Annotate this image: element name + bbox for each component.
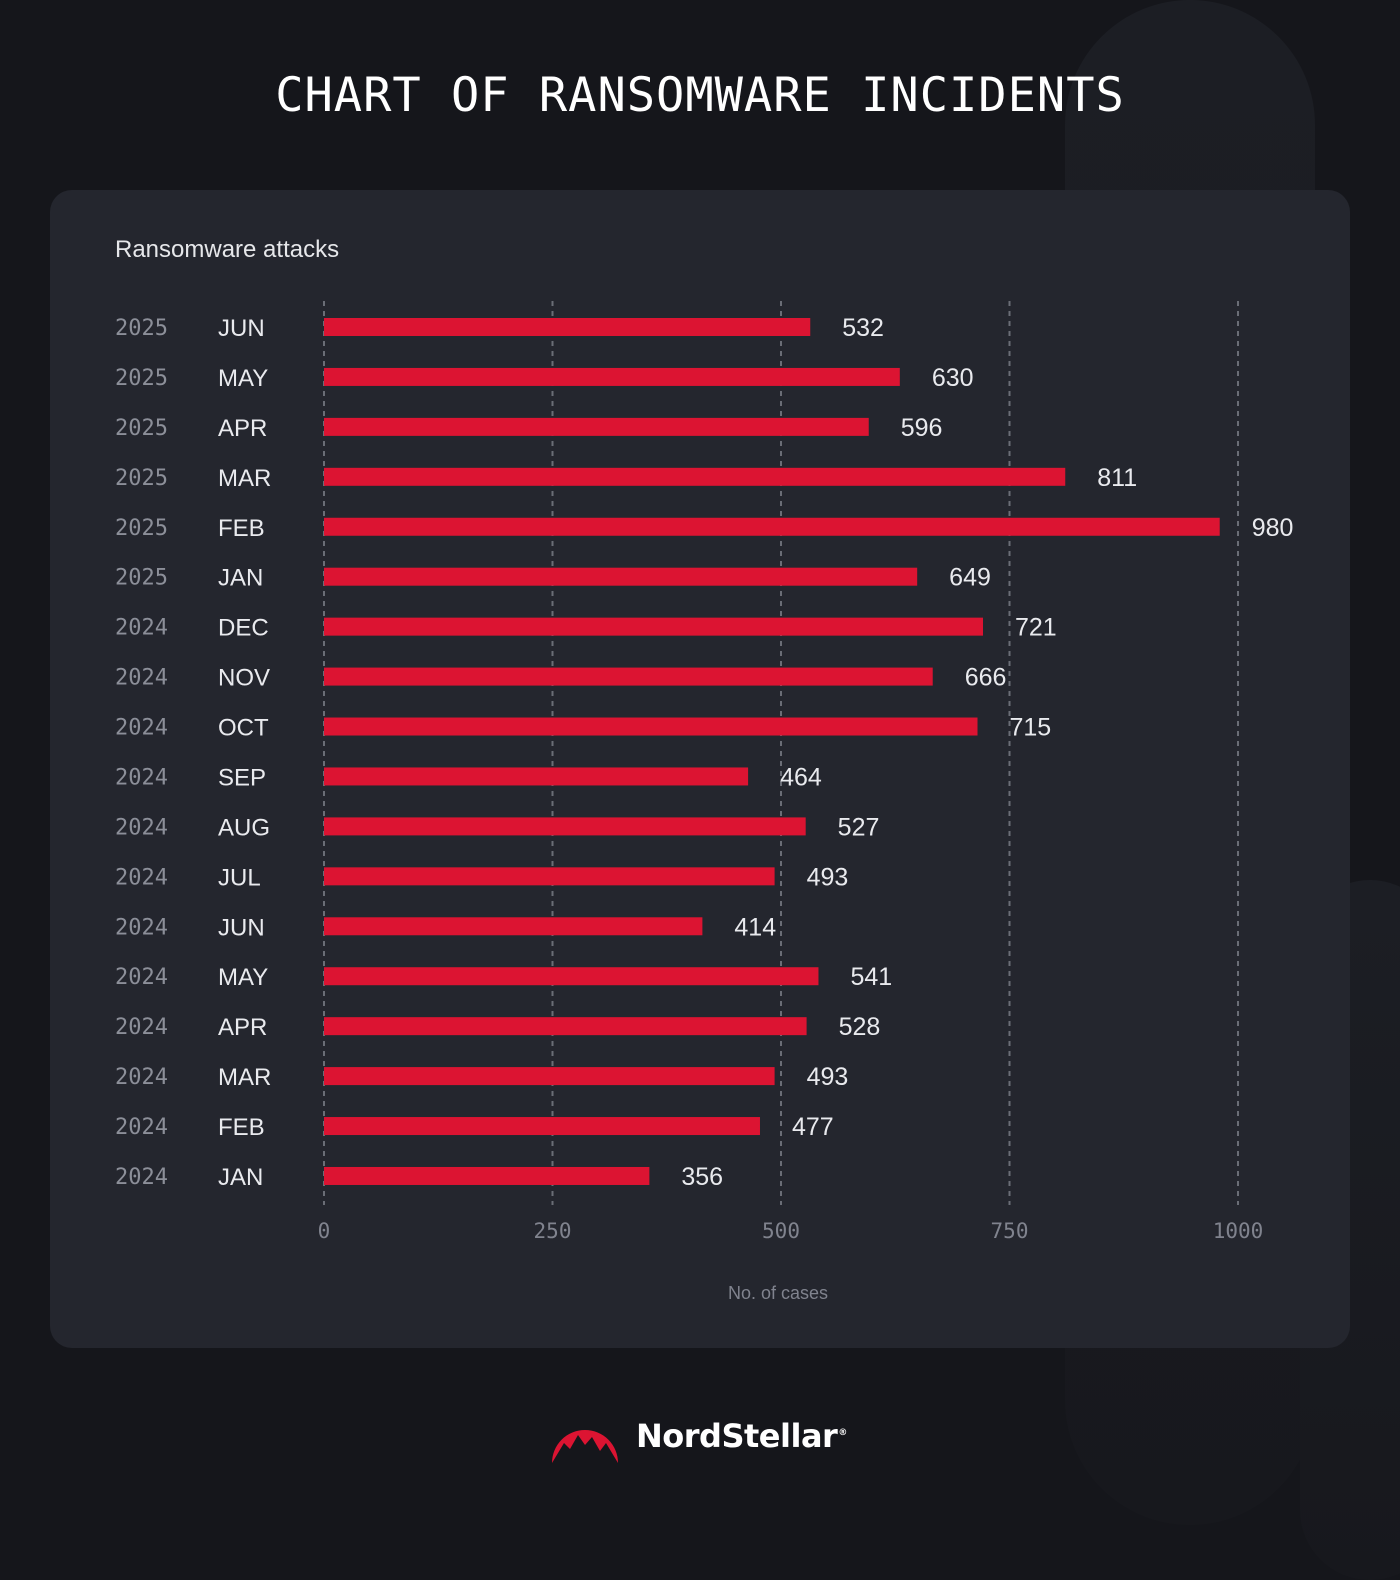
year-label: 2024: [115, 865, 168, 890]
value-label: 356: [681, 1163, 723, 1191]
brand-logo: NordStellar®: [548, 1405, 847, 1467]
month-label: JAN: [218, 565, 263, 592]
year-label: 2024: [115, 815, 168, 840]
value-label: 630: [932, 364, 974, 392]
month-label: DEC: [218, 615, 269, 642]
bar: [324, 417, 869, 436]
bar: [324, 318, 811, 336]
month-label: APR: [218, 1014, 267, 1041]
value-label: 464: [780, 763, 822, 791]
month-label: FEB: [218, 515, 265, 542]
value-label: 527: [838, 813, 880, 841]
value-label: 532: [842, 314, 884, 342]
month-label: JUN: [218, 914, 265, 941]
year-label: 2025: [115, 366, 168, 391]
bar: [324, 1067, 775, 1086]
x-tick-label: 250: [534, 1219, 572, 1243]
month-label: APR: [218, 415, 267, 442]
year-label: 2024: [115, 1015, 168, 1040]
value-label: 649: [949, 564, 991, 592]
year-label: 2024: [115, 616, 168, 641]
bar: [324, 1017, 807, 1036]
bar: [324, 817, 806, 836]
page-title: CHART OF RANSOMWARE INCIDENTS: [275, 68, 1125, 123]
x-axis-title: No. of cases: [728, 1283, 828, 1303]
value-label: 811: [1097, 464, 1137, 492]
bar: [324, 867, 775, 886]
bar-chart: 2025 JUN 2025 MAY 2025 APR 2025 MAR 2025 FEB 2025 J…: [115, 301, 1293, 1303]
year-label: 2024: [115, 1065, 168, 1090]
value-label: 477: [792, 1113, 834, 1141]
year-label: 2024: [115, 765, 168, 790]
x-tick-label: 0: [318, 1219, 331, 1243]
value-label: 666: [965, 664, 1007, 692]
x-tick-label: 500: [762, 1219, 800, 1243]
bar: [324, 767, 749, 786]
bars: [324, 318, 1220, 1185]
bar: [324, 1166, 650, 1185]
x-tick-label: 1000: [1213, 1219, 1264, 1243]
month-label: SEP: [218, 764, 266, 791]
bar: [324, 567, 918, 586]
month-label: AUG: [218, 814, 270, 841]
value-label: 493: [807, 1063, 849, 1091]
value-label: 493: [807, 863, 849, 891]
year-label: 2025: [115, 316, 168, 341]
month-label: JUL: [218, 864, 261, 891]
category-labels: 2025 JUN 2025 MAY 2025 APR 2025 MAR 2025 FEB 2025 J…: [115, 315, 271, 1191]
bar: [324, 517, 1220, 536]
value-label: 980: [1252, 514, 1294, 542]
value-label: 596: [901, 414, 943, 442]
month-label: NOV: [218, 665, 270, 692]
month-label: MAR: [218, 465, 271, 492]
month-label: OCT: [218, 715, 269, 742]
year-label: 2024: [115, 1165, 168, 1190]
grid-lines: [323, 301, 1239, 1205]
value-label: 541: [850, 963, 892, 991]
bar: [324, 617, 983, 636]
bar: [324, 717, 978, 736]
mountain-peak-icon: [552, 1430, 618, 1463]
chart-title: Ransomware attacks: [115, 236, 340, 263]
brand-name: NordStellar®: [636, 1417, 847, 1455]
month-label: FEB: [218, 1114, 265, 1141]
year-label: 2024: [115, 716, 168, 741]
bar: [324, 1117, 760, 1136]
value-label: 414: [734, 913, 776, 941]
x-tick-label: 750: [991, 1219, 1029, 1243]
year-label: 2025: [115, 416, 168, 441]
year-label: 2025: [115, 466, 168, 491]
month-label: MAR: [218, 1064, 271, 1091]
bar: [324, 367, 900, 386]
month-label: JAN: [218, 1164, 263, 1191]
month-label: JUN: [218, 315, 265, 342]
month-label: MAY: [218, 365, 268, 392]
value-label: 715: [1010, 714, 1052, 742]
month-label: MAY: [218, 964, 268, 991]
year-label: 2025: [115, 566, 168, 591]
year-label: 2024: [115, 1115, 168, 1140]
value-label: 528: [839, 1013, 881, 1041]
year-label: 2024: [115, 965, 168, 990]
bar: [324, 667, 933, 686]
x-axis-ticks: 0 250 500 750 1000: [318, 1219, 1264, 1243]
bar: [324, 467, 1066, 486]
value-label: 721: [1015, 614, 1057, 642]
year-label: 2024: [115, 915, 168, 940]
year-label: 2025: [115, 516, 168, 541]
bar: [324, 967, 819, 986]
bar: [324, 917, 703, 936]
year-label: 2024: [115, 666, 168, 691]
